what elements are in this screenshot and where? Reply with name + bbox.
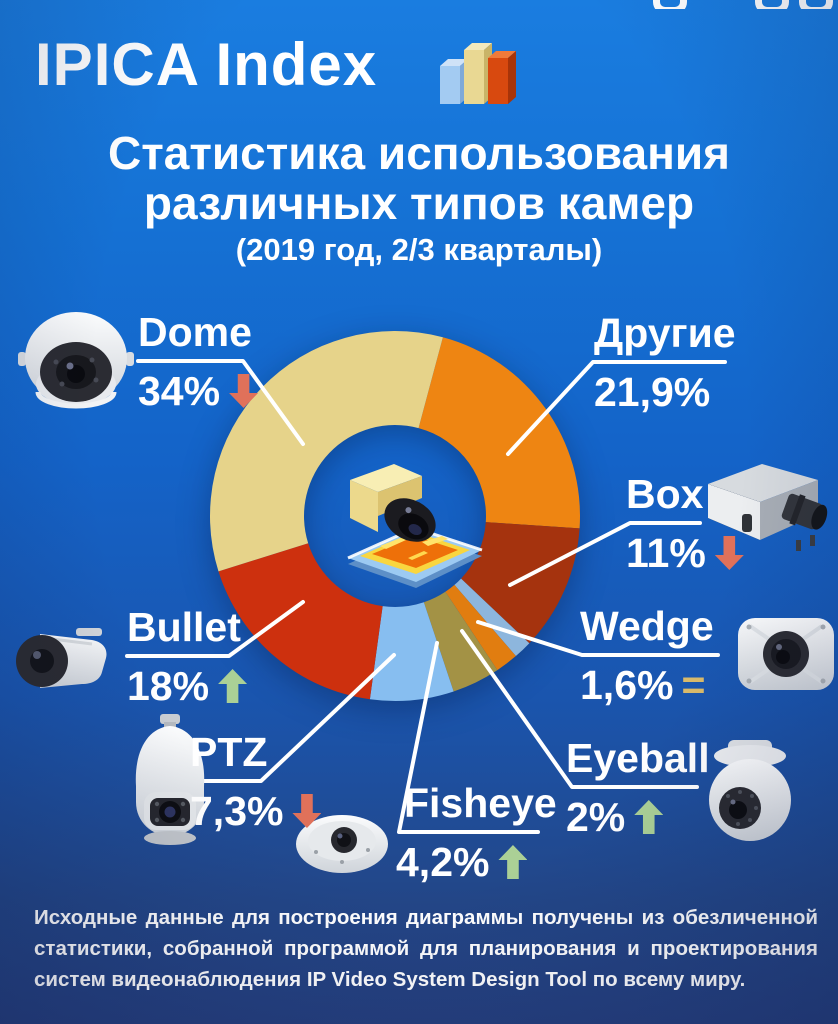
slice-Wedge [454,578,530,657]
leader-drugie [506,360,727,456]
trend-up-icon [498,845,528,879]
wedge-value: 1,6% = [580,662,706,708]
slice-Fisheye [423,591,498,692]
ptz-value: 7,3% [190,789,322,833]
ptz-label: PTZ [190,729,268,775]
dome-camera-image [18,312,134,409]
dome-value: 34% [138,369,259,413]
bullet-label: Bullet [127,604,241,650]
label-eyeball: Eyeball 2% [566,735,710,839]
footer-note: Исходные данные для построения диаграммы… [34,906,818,992]
fisheye-value: 4,2% [396,840,557,884]
leader-eyeball [460,629,699,789]
drugie-label: Другие [594,310,736,356]
bar-chart-icon [440,43,516,104]
eyeball-camera-image [709,740,791,841]
page-title-line2: различных типов камер [143,177,695,229]
fisheye-label: Fisheye [404,780,557,826]
label-fisheye: Fisheye 4,2% [396,780,557,884]
design-tool-center-icon [347,464,483,588]
trend-down-icon [714,536,744,570]
leader-dome [136,359,305,446]
leader-wedge [476,620,720,657]
slice-Eyeball [445,584,516,671]
dome-label: Dome [138,309,252,355]
slice-PTZ [369,602,454,702]
bullet-value: 18% [127,664,248,708]
drugie-value: 21,9% [594,369,711,415]
slice-Box [461,522,580,644]
label-dome: Dome 34% [138,309,259,413]
slice-Bullet [218,543,383,700]
page-title-line1: Статистика использования [108,127,730,179]
slice-Другие [418,337,580,529]
wedge-camera-image [738,618,834,690]
fisheye-camera-image [296,815,388,873]
eyeball-value: 2% [566,795,710,839]
box-label: Box [626,471,704,517]
slice-Dome [210,330,443,572]
label-box: Box 11% [626,471,744,575]
leader-fisheye [397,641,540,834]
leader-ptz [188,653,396,783]
trend-up-icon [634,800,664,834]
cropped-watermark [648,0,723,9]
trend-down-icon [292,794,322,828]
bullet-camera-image [16,628,107,688]
trend-up-icon [218,669,248,703]
box-camera-image [708,464,828,551]
leader-bullet [125,600,305,658]
wedge-label: Wedge [580,603,714,649]
ptz-camera-image [135,714,205,845]
label-wedge: Wedge 1,6% = [580,603,714,707]
label-bullet: Bullet 18% [127,604,248,708]
cropped-watermark [750,0,838,9]
leader-box [508,521,702,587]
box-value: 11% [626,531,744,575]
eyeball-label: Eyeball [566,735,710,781]
trend-down-icon [229,374,259,408]
label-ptz: PTZ 7,3% [190,729,322,833]
label-drugie: Другие 21,9% [594,310,736,414]
brand-title: IPICA Index [35,31,378,98]
donut-slices [210,330,580,702]
page-subtitle: (2019 год, 2/3 кварталы) [235,232,603,267]
leader-lines [125,359,727,834]
trend-flat-icon: = [681,662,706,708]
